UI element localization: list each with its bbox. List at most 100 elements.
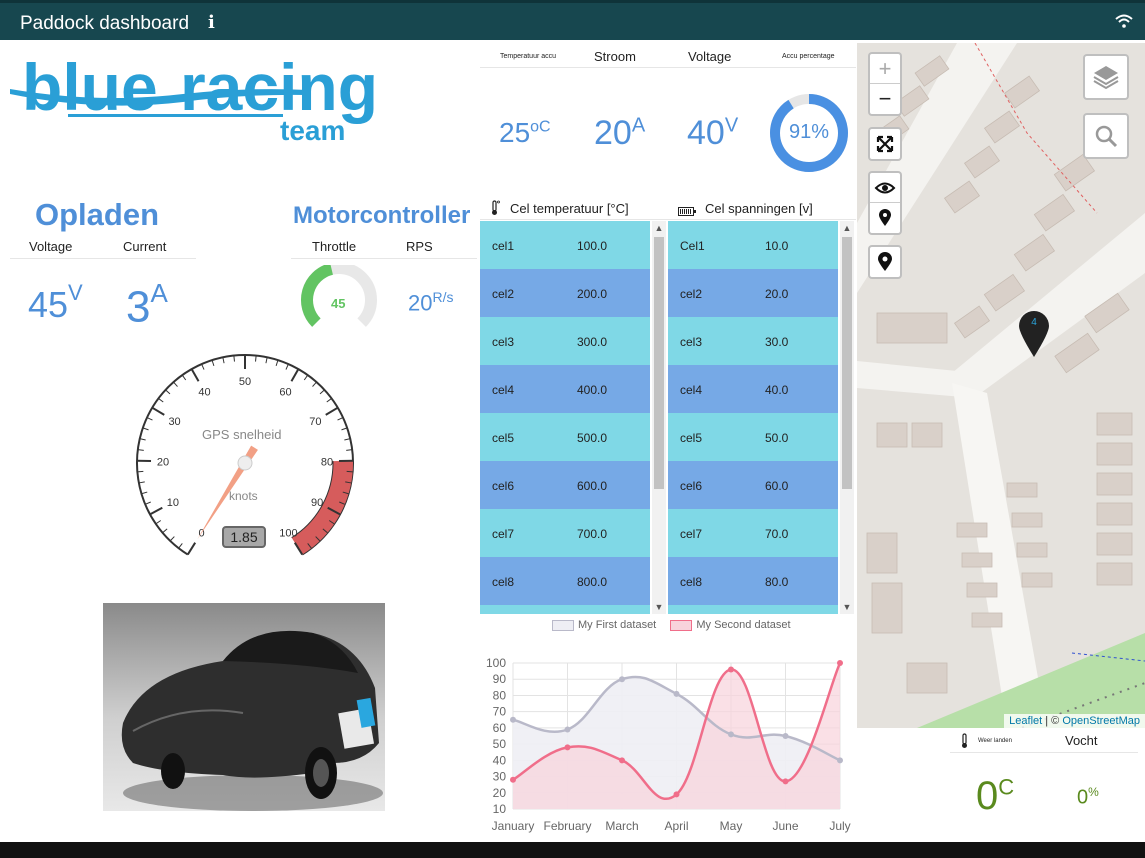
charging-current-label: Current <box>123 239 167 254</box>
data-point[interactable] <box>564 744 571 751</box>
fullscreen-button[interactable] <box>868 127 902 161</box>
x-tick-label: May <box>720 819 743 833</box>
y-tick-label: 10 <box>493 802 507 816</box>
map-zoom-control: + − <box>868 52 902 116</box>
throttle-gauge: 45 <box>298 262 380 335</box>
cell-value: 30.0 <box>765 335 789 349</box>
speedometer-unit: knots <box>229 489 258 503</box>
table-row[interactable]: cel2 20.0 <box>668 269 838 317</box>
table-row[interactable]: cel8 800.0 <box>480 557 650 605</box>
cell-temp-table[interactable]: cel1 100.0 cel2 200.0 cel3 300.0 cel4 400.0 cel5… <box>480 221 650 614</box>
data-point[interactable] <box>837 660 843 666</box>
locate-button[interactable] <box>868 245 902 279</box>
y-tick-label: 20 <box>493 786 507 800</box>
accu-current-label: Stroom <box>594 49 636 64</box>
speedometer-readout: 1.85 <box>222 526 266 548</box>
logo-word-team: team <box>280 115 345 146</box>
cell-name: Cel1 <box>680 239 705 253</box>
data-point[interactable] <box>619 676 625 683</box>
charging-divider <box>10 258 196 259</box>
data-point[interactable] <box>510 716 516 723</box>
y-tick-label: 30 <box>493 770 507 784</box>
leaflet-link[interactable]: Leaflet <box>1009 715 1043 727</box>
cell-name: cel5 <box>680 431 703 445</box>
rps-value: 20R/s <box>408 289 454 316</box>
scroll-down-icon[interactable]: ▼ <box>654 602 664 612</box>
data-point[interactable] <box>619 757 625 764</box>
map-search-button[interactable] <box>1083 113 1129 159</box>
y-tick-label: 70 <box>493 705 507 719</box>
y-tick-label: 60 <box>493 721 507 735</box>
table-row[interactable]: cel5 500.0 <box>480 413 650 461</box>
data-point[interactable] <box>728 731 734 738</box>
data-point[interactable] <box>782 778 789 785</box>
speed-tick-label: 90 <box>311 497 323 509</box>
scroll-up-icon[interactable]: ▲ <box>842 223 852 233</box>
map-marker-icon <box>1019 311 1049 357</box>
table-row[interactable]: cel6 60.0 <box>668 461 838 509</box>
cell-temp-scrollbar[interactable]: ▲ ▼ <box>652 221 666 614</box>
map-attribution: Leaflet | © OpenStreetMap <box>1004 714 1145 728</box>
cell-voltage-table[interactable]: Cel1 10.0 cel2 20.0 cel3 30.0 cel4 40.0 cel5 50.0… <box>668 221 838 614</box>
weather-humidity-label: Vocht <box>1065 733 1098 748</box>
info-icon[interactable]: i <box>208 12 215 33</box>
osm-link[interactable]: OpenStreetMap <box>1062 715 1140 727</box>
table-row[interactable]: cel7 700.0 <box>480 509 650 557</box>
table-row[interactable]: cel4 40.0 <box>668 365 838 413</box>
data-point[interactable] <box>564 726 571 733</box>
table-row[interactable]: Cel1 10.0 <box>668 221 838 269</box>
scroll-thumb[interactable] <box>842 237 852 489</box>
table-row[interactable]: cel3 30.0 <box>668 317 838 365</box>
zoom-in-button[interactable]: + <box>870 54 900 84</box>
cell-name: cel5 <box>492 431 515 445</box>
scroll-down-icon[interactable]: ▼ <box>842 602 852 612</box>
weather-humidity-value: 0% <box>1077 785 1099 809</box>
data-point[interactable] <box>837 757 843 764</box>
speed-tick-label: 30 <box>168 416 180 428</box>
table-row[interactable]: cel3 300.0 <box>480 317 650 365</box>
table-row[interactable]: cel4 400.0 <box>480 365 650 413</box>
data-point[interactable] <box>728 666 734 673</box>
cell-value: 700.0 <box>577 527 608 541</box>
zoom-out-button[interactable]: − <box>878 86 892 111</box>
cell-value: 600.0 <box>577 479 608 493</box>
map-marker[interactable]: 4 <box>1019 311 1049 357</box>
rps-label: RPS <box>406 239 433 254</box>
scroll-thumb[interactable] <box>654 237 664 489</box>
table-row[interactable]: cel5 50.0 <box>668 413 838 461</box>
data-point[interactable] <box>673 791 680 798</box>
weather-temp-label: Weer landen <box>978 738 1012 744</box>
table-row[interactable]: cel2 200.0 <box>480 269 650 317</box>
map-view[interactable]: + − 4 Leaflet | © OpenStreetMap <box>857 43 1145 728</box>
cell-value: 200.0 <box>577 287 608 301</box>
speed-tick-label: 20 <box>157 456 169 468</box>
data-point[interactable] <box>510 776 516 783</box>
cell-value: 10.0 <box>765 239 789 253</box>
data-point[interactable] <box>782 733 789 739</box>
throttle-label: Throttle <box>312 239 357 254</box>
marker-icon[interactable] <box>870 203 900 233</box>
page-title: Paddock dashboard <box>20 13 190 34</box>
table-row[interactable]: cel6 600.0 <box>480 461 650 509</box>
table-row[interactable]: cel8 80.0 <box>668 557 838 605</box>
data-point[interactable] <box>673 690 680 697</box>
layers-button[interactable] <box>1083 54 1129 100</box>
table-row[interactable]: cel1 100.0 <box>480 221 650 269</box>
legend-item-first[interactable]: My First dataset <box>552 619 656 631</box>
cell-voltage-scrollbar[interactable]: ▲ ▼ <box>840 221 854 614</box>
battery-icon <box>678 203 696 221</box>
table-row[interactable]: cel7 70.0 <box>668 509 838 557</box>
cell-name: cel8 <box>680 575 703 589</box>
cell-name: cel3 <box>680 335 703 349</box>
y-tick-label: 50 <box>493 737 507 751</box>
cell-name: cel2 <box>492 287 515 301</box>
speed-tick-label: 80 <box>321 456 333 468</box>
cell-name: cel6 <box>492 479 515 493</box>
wifi-icon <box>1115 14 1133 33</box>
scroll-up-icon[interactable]: ▲ <box>654 223 664 233</box>
legend-item-second[interactable]: My Second dataset <box>670 619 791 631</box>
eye-icon[interactable] <box>870 173 900 203</box>
cell-value: 70.0 <box>765 527 789 541</box>
x-tick-label: April <box>664 819 688 833</box>
logo-word-blue: blue <box>22 52 158 124</box>
